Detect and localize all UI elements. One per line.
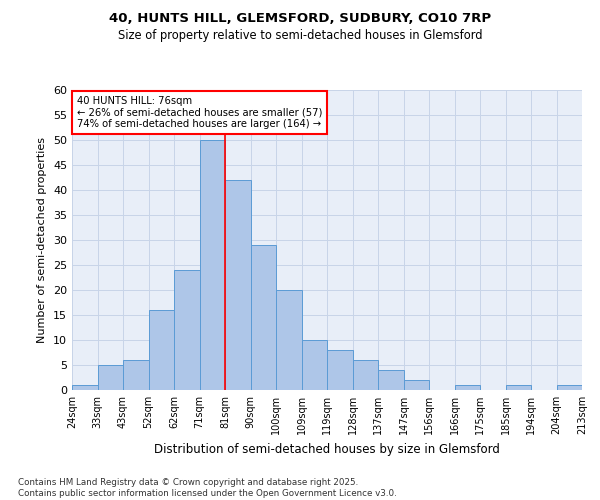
Bar [327, 350, 353, 390]
Bar [505, 385, 531, 390]
Text: Contains HM Land Registry data © Crown copyright and database right 2025.
Contai: Contains HM Land Registry data © Crown c… [18, 478, 397, 498]
Bar [276, 290, 302, 390]
Bar [378, 370, 404, 390]
Text: Size of property relative to semi-detached houses in Glemsford: Size of property relative to semi-detach… [118, 29, 482, 42]
X-axis label: Distribution of semi-detached houses by size in Glemsford: Distribution of semi-detached houses by … [154, 442, 500, 456]
Bar [149, 310, 174, 390]
Bar [174, 270, 199, 390]
Bar [353, 360, 378, 390]
Bar [302, 340, 327, 390]
Bar [557, 385, 582, 390]
Bar [225, 180, 251, 390]
Bar [123, 360, 149, 390]
Bar [404, 380, 429, 390]
Bar [251, 245, 276, 390]
Y-axis label: Number of semi-detached properties: Number of semi-detached properties [37, 137, 47, 343]
Bar [199, 140, 225, 390]
Text: 40 HUNTS HILL: 76sqm
← 26% of semi-detached houses are smaller (57)
74% of semi-: 40 HUNTS HILL: 76sqm ← 26% of semi-detac… [77, 96, 322, 129]
Bar [97, 365, 123, 390]
Bar [455, 385, 480, 390]
Bar [72, 385, 97, 390]
Text: 40, HUNTS HILL, GLEMSFORD, SUDBURY, CO10 7RP: 40, HUNTS HILL, GLEMSFORD, SUDBURY, CO10… [109, 12, 491, 26]
